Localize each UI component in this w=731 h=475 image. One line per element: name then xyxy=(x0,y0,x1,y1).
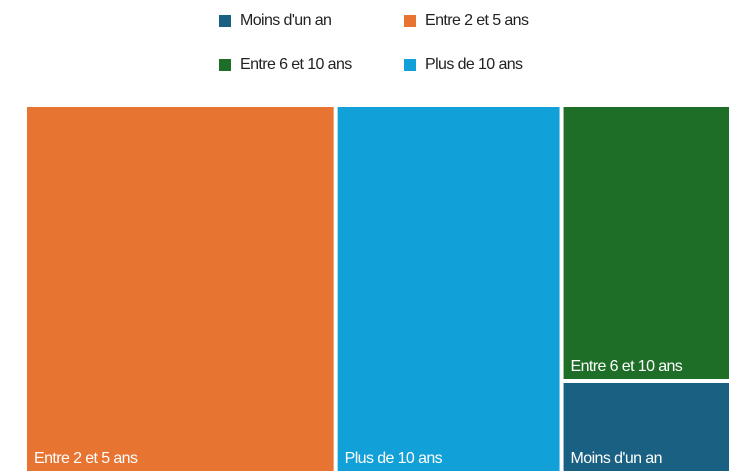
legend-swatch xyxy=(404,15,416,27)
legend-label: Entre 6 et 10 ans xyxy=(240,56,352,73)
treemap-tile xyxy=(337,107,560,471)
treemap-tile xyxy=(563,107,729,379)
legend-swatch xyxy=(404,59,416,71)
legend-label: Moins d'un an xyxy=(240,12,331,29)
treemap-tile xyxy=(563,383,729,471)
tile-label: Entre 2 et 5 ans xyxy=(34,450,138,467)
tile-label: Moins d'un an xyxy=(571,450,662,467)
legend-swatch xyxy=(219,59,231,71)
legend-label: Entre 2 et 5 ans xyxy=(425,12,529,29)
tile-label: Entre 6 et 10 ans xyxy=(571,358,683,375)
tile-label: Plus de 10 ans xyxy=(345,450,443,467)
legend-swatch xyxy=(219,15,231,27)
treemap-tile xyxy=(27,107,334,471)
legend-label: Plus de 10 ans xyxy=(425,56,523,73)
